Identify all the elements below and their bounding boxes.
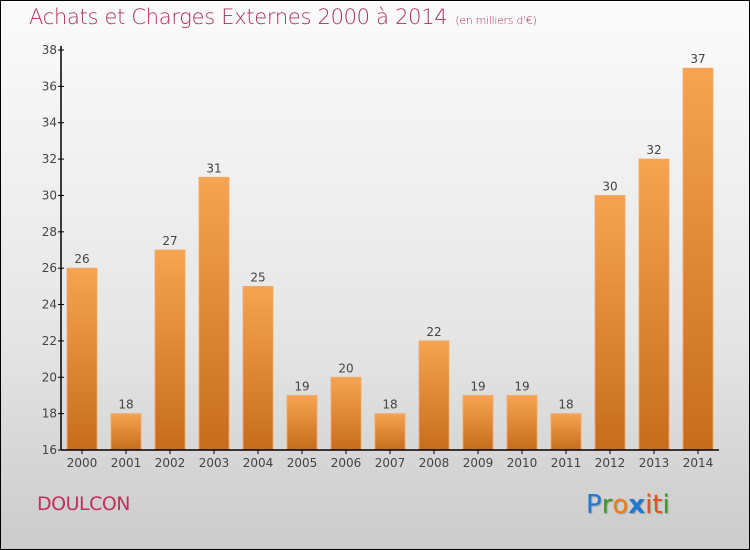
bar-2010: [506, 395, 538, 451]
logo-letter: r: [601, 490, 613, 520]
logo-letter: P: [586, 490, 602, 520]
data-label-2000: 26: [74, 252, 89, 266]
bar-2014: [682, 67, 714, 451]
x-tick-label-2009: 2009: [463, 456, 494, 470]
bar-2005: [286, 395, 318, 451]
data-label-2010: 19: [514, 379, 529, 393]
y-tick-label-36: 36: [42, 79, 57, 93]
data-label-2012: 30: [602, 179, 617, 193]
x-tick-label-2008: 2008: [419, 456, 450, 470]
y-tick-label-30: 30: [42, 188, 57, 202]
logo-letter: i: [662, 490, 670, 520]
data-label-2004: 25: [250, 270, 265, 284]
bar-2009: [462, 395, 494, 451]
chart-title: Achats et Charges Externes 2000 à 2014 (e…: [29, 5, 537, 29]
data-label-2005: 19: [294, 379, 309, 393]
x-tick-label-2011: 2011: [551, 456, 582, 470]
bar-2007: [374, 413, 406, 451]
y-tick-label-20: 20: [42, 370, 57, 384]
y-tick-label-32: 32: [42, 152, 57, 166]
data-label-2008: 22: [426, 325, 441, 339]
logo-letter: o: [612, 490, 629, 520]
bar-2013: [638, 158, 670, 451]
y-tick-label-26: 26: [42, 261, 57, 275]
chart-title-text: Achats et Charges Externes 2000 à 2014: [29, 5, 448, 29]
x-tick-label-2013: 2013: [639, 456, 670, 470]
x-tick-label-2001: 2001: [111, 456, 142, 470]
logo-letter: t: [652, 490, 663, 520]
data-label-2003: 31: [206, 161, 221, 175]
data-label-2001: 18: [118, 398, 133, 412]
proxiti-logo[interactable]: Proxiti: [586, 490, 670, 520]
city-name: DOULCON: [37, 493, 131, 515]
data-label-2013: 32: [646, 143, 661, 157]
y-tick-label-34: 34: [42, 116, 57, 130]
x-tick-label-2000: 2000: [67, 456, 98, 470]
y-tick-label-38: 38: [42, 43, 57, 57]
x-tick-label-2005: 2005: [287, 456, 318, 470]
x-tick-label-2004: 2004: [243, 456, 274, 470]
data-label-2007: 18: [382, 398, 397, 412]
chart-subtitle: (en milliers d'€): [455, 14, 537, 27]
y-tick-label-16: 16: [42, 443, 57, 457]
bars-group: 26 18 27 31 25 19 20 18 22 19 19 18 30 32 37: [66, 52, 714, 451]
bar-2001: [110, 413, 142, 451]
data-label-2006: 20: [338, 361, 353, 375]
x-tick-label-2007: 2007: [375, 456, 406, 470]
data-label-2002: 27: [162, 234, 177, 248]
x-tick-label-2003: 2003: [199, 456, 230, 470]
bar-2003: [198, 176, 230, 451]
data-label-2009: 19: [470, 379, 485, 393]
logo-letter: i: [645, 490, 653, 520]
bar-2012: [594, 195, 626, 451]
x-tick-label-2010: 2010: [507, 456, 538, 470]
logo-letter: x: [628, 490, 646, 520]
x-tick-label-2012: 2012: [595, 456, 626, 470]
x-tick-label-2002: 2002: [155, 456, 186, 470]
bar-2002: [154, 249, 186, 451]
data-label-2014: 37: [690, 52, 705, 66]
axes-group: 2000 2001 2002 2003 2004 2005 2006 2007 2008 2009…: [42, 43, 719, 470]
bar-2004: [242, 285, 274, 451]
bar-2006: [330, 376, 362, 451]
y-tick-label-28: 28: [42, 225, 57, 239]
x-tick-label-2014: 2014: [683, 456, 714, 470]
x-tick-label-2006: 2006: [331, 456, 362, 470]
bar-2008: [418, 340, 450, 451]
data-label-2011: 18: [558, 398, 573, 412]
y-tick-label-18: 18: [42, 407, 57, 421]
y-tick-label-24: 24: [42, 298, 57, 312]
y-tick-label-22: 22: [42, 334, 57, 348]
bar-2011: [550, 413, 582, 451]
bar-2000: [66, 267, 98, 451]
